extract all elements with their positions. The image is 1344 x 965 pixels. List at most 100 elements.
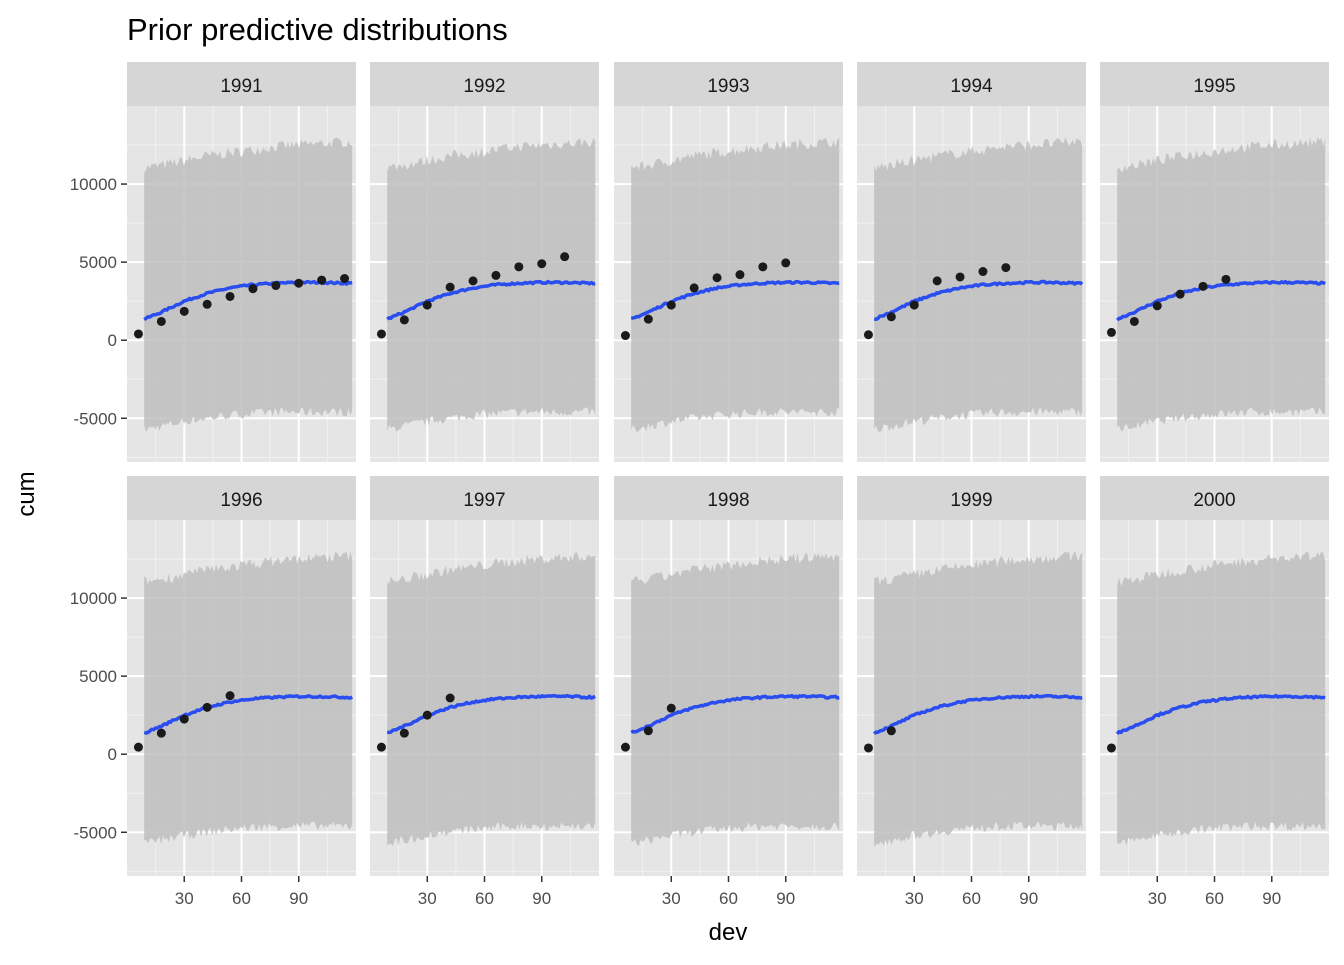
data-point — [133, 329, 143, 339]
data-point — [179, 714, 189, 724]
x-tick-label: 90 — [776, 889, 795, 908]
facet-strip — [1100, 476, 1329, 520]
data-point — [225, 291, 235, 301]
data-point — [225, 691, 235, 701]
data-point — [932, 276, 942, 286]
x-tick-label: 60 — [719, 889, 738, 908]
data-point — [1129, 316, 1139, 326]
facet-strip-label: 1992 — [463, 76, 505, 97]
data-point — [1106, 327, 1116, 337]
facet-strip-label: 1993 — [707, 76, 749, 97]
facet-strip — [127, 476, 356, 520]
data-point — [735, 270, 745, 280]
data-point — [340, 274, 350, 284]
x-tick-label: 60 — [1205, 889, 1224, 908]
y-axis-title: cum — [13, 471, 40, 516]
y-tick-label: 10000 — [70, 175, 117, 194]
data-point — [202, 702, 212, 712]
mean-line — [873, 693, 1083, 736]
facet-strip — [370, 62, 599, 106]
x-tick-label: 60 — [962, 889, 981, 908]
data-point — [445, 282, 455, 292]
data-point — [445, 693, 455, 703]
x-tick-label: 90 — [1019, 889, 1038, 908]
data-point — [399, 315, 409, 325]
data-point — [886, 726, 896, 736]
facet-panel-1994: 1994 — [857, 62, 1086, 462]
data-point — [317, 275, 327, 285]
facet-strip — [127, 62, 356, 106]
y-tick-label: -5000 — [74, 409, 117, 428]
mean-line — [873, 279, 1084, 322]
mean-line — [386, 279, 596, 321]
x-tick-label: 90 — [289, 889, 308, 908]
data-point — [560, 252, 570, 262]
x-tick-label: 30 — [662, 889, 681, 908]
data-point — [886, 312, 896, 322]
facet-panel-1992: 1992 — [370, 62, 599, 462]
facet-strip-label: 2000 — [1193, 490, 1235, 511]
facet-panel-1995: 1995 — [1100, 62, 1329, 462]
prediction-ribbon — [144, 551, 353, 845]
data-point — [1106, 743, 1116, 753]
mean-line — [387, 693, 596, 735]
data-point — [514, 262, 524, 272]
data-point — [620, 331, 630, 341]
data-point — [422, 710, 432, 720]
facet-panels: 1991 -5000 0 5000 10000 1992 1993 1994 1995 1996 -… — [70, 62, 1329, 908]
facet-strip-label: 1995 — [1193, 76, 1235, 97]
data-point — [376, 329, 386, 339]
x-tick-label: 30 — [905, 889, 924, 908]
data-point — [909, 300, 919, 310]
facet-strip-label: 1997 — [463, 490, 505, 511]
chart-title: Prior predictive distributions — [127, 12, 508, 47]
facet-strip — [614, 476, 843, 520]
x-axis-title: dev — [709, 919, 748, 946]
facet-strip — [857, 476, 1086, 520]
facet-strip — [370, 476, 599, 520]
x-tick-label: 30 — [175, 889, 194, 908]
facet-panel-1997: 1997 30 60 90 — [370, 476, 599, 908]
x-tick-label: 90 — [1262, 889, 1281, 908]
data-point — [202, 299, 212, 309]
facet-strip-label: 1991 — [220, 76, 262, 97]
mean-line — [143, 694, 354, 735]
data-point — [643, 314, 653, 324]
y-tick-label: 0 — [108, 331, 117, 350]
data-point — [643, 726, 653, 736]
data-point — [689, 283, 699, 293]
facet-strip-label: 1999 — [950, 490, 992, 511]
data-point — [422, 300, 432, 310]
x-tick-label: 90 — [532, 889, 551, 908]
data-point — [1221, 274, 1231, 284]
data-point — [271, 281, 281, 291]
data-point — [666, 703, 676, 713]
x-tick-label: 60 — [475, 889, 494, 908]
facet-panel-1998: 1998 30 60 90 — [614, 476, 843, 908]
y-tick-label: 10000 — [70, 589, 117, 608]
data-point — [1152, 301, 1162, 311]
x-tick-label: 60 — [232, 889, 251, 908]
mean-line — [1116, 279, 1326, 322]
facet-panel-1993: 1993 — [614, 62, 843, 462]
mean-line — [143, 279, 353, 322]
mean-line — [1115, 693, 1326, 736]
data-point — [133, 742, 143, 752]
data-point — [863, 743, 873, 753]
data-point — [537, 259, 547, 269]
facet-panel-2000: 2000 30 60 90 — [1100, 476, 1329, 908]
y-tick-label: 0 — [108, 745, 117, 764]
data-point — [1175, 289, 1185, 299]
mean-line — [630, 279, 840, 321]
facet-panel-1991: 1991 -5000 0 5000 10000 — [70, 62, 356, 462]
data-point — [294, 278, 304, 288]
data-point — [1001, 263, 1011, 273]
data-point — [758, 262, 768, 272]
data-point — [863, 330, 873, 340]
data-point — [468, 276, 478, 286]
data-point — [620, 742, 630, 752]
data-point — [1198, 281, 1208, 291]
facet-strip-label: 1998 — [707, 490, 749, 511]
y-tick-label: -5000 — [74, 823, 117, 842]
